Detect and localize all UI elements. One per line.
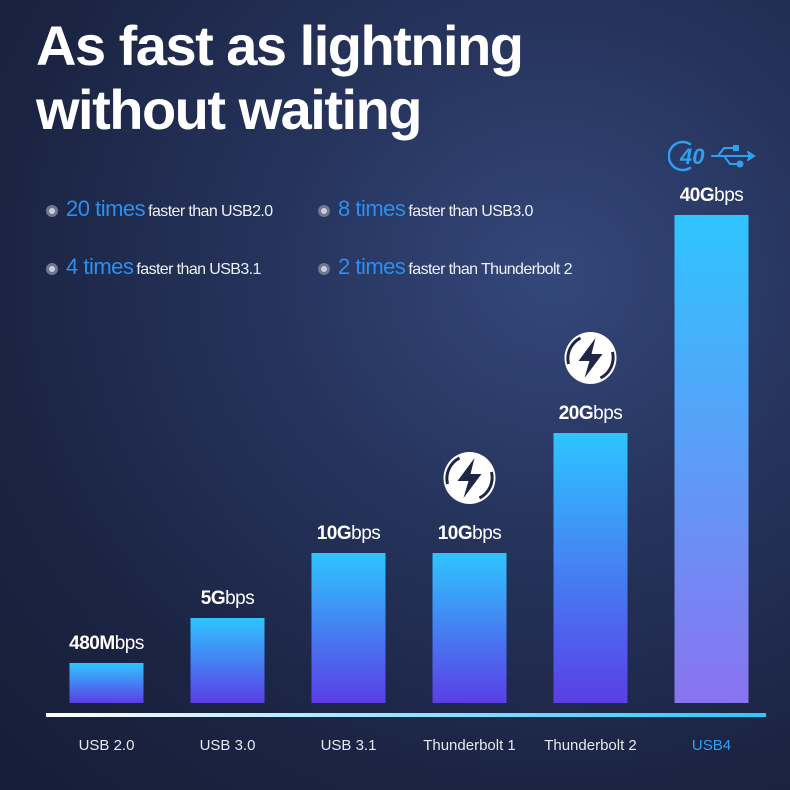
bullet-dot-icon xyxy=(318,263,330,275)
headline-line-1: As fast as lightning xyxy=(36,14,524,77)
comparison-highlight: 8 times xyxy=(338,196,406,221)
comparison-highlight: 20 times xyxy=(66,196,146,221)
comparison-item: 8 times faster than USB3.0 xyxy=(318,196,533,222)
bullet-dot-icon xyxy=(46,263,58,275)
headline: As fast as lightning without waiting xyxy=(36,14,524,142)
value-label: 480Mbps xyxy=(69,633,144,654)
lightning-bolt-icon xyxy=(564,332,617,384)
category-label: Thunderbolt 1 xyxy=(423,737,516,754)
comparison-highlight: 4 times xyxy=(66,254,134,279)
lightning-bolt-icon xyxy=(443,452,496,504)
comparison-item: 4 times faster than USB3.1 xyxy=(46,254,261,280)
usb-trident-icon: 40 xyxy=(668,140,756,172)
chart-baseline xyxy=(46,713,766,717)
bullet-dot-icon xyxy=(318,205,330,217)
comparison-text: faster than USB3.0 xyxy=(408,203,533,220)
headline-line-2: without waiting xyxy=(36,78,422,141)
comparison-item: 2 times faster than Thunderbolt 2 xyxy=(318,254,573,280)
comparison-text: faster than USB3.1 xyxy=(136,261,261,278)
category-label: Thunderbolt 2 xyxy=(544,737,637,754)
bar-usb4 xyxy=(674,215,749,703)
bar-thunderbolt-1 xyxy=(432,553,507,703)
comparison-text: faster than USB2.0 xyxy=(148,203,273,220)
value-label: 10Gbps xyxy=(317,523,381,544)
usb-logo-text: 40 xyxy=(679,144,705,169)
category-label: USB 3.0 xyxy=(200,737,256,754)
comparison-highlight: 2 times xyxy=(338,254,406,279)
comparison-item: 20 times faster than USB2.0 xyxy=(46,196,273,222)
category-label: USB 2.0 xyxy=(79,737,135,754)
value-label: 20Gbps xyxy=(559,403,623,424)
bar-thunderbolt-2 xyxy=(553,433,628,703)
bar-usb-3-1 xyxy=(311,553,386,703)
category-label: USB 3.1 xyxy=(321,737,377,754)
comparison-text: faster than Thunderbolt 2 xyxy=(408,261,572,278)
bar-usb-2-0 xyxy=(69,663,144,703)
bar-usb-3-0 xyxy=(190,618,265,703)
value-label: 40Gbps xyxy=(680,185,744,206)
category-label: USB4 xyxy=(692,737,731,754)
bullet-dot-icon xyxy=(46,205,58,217)
value-label: 5Gbps xyxy=(201,588,255,609)
value-label: 10Gbps xyxy=(438,523,502,544)
